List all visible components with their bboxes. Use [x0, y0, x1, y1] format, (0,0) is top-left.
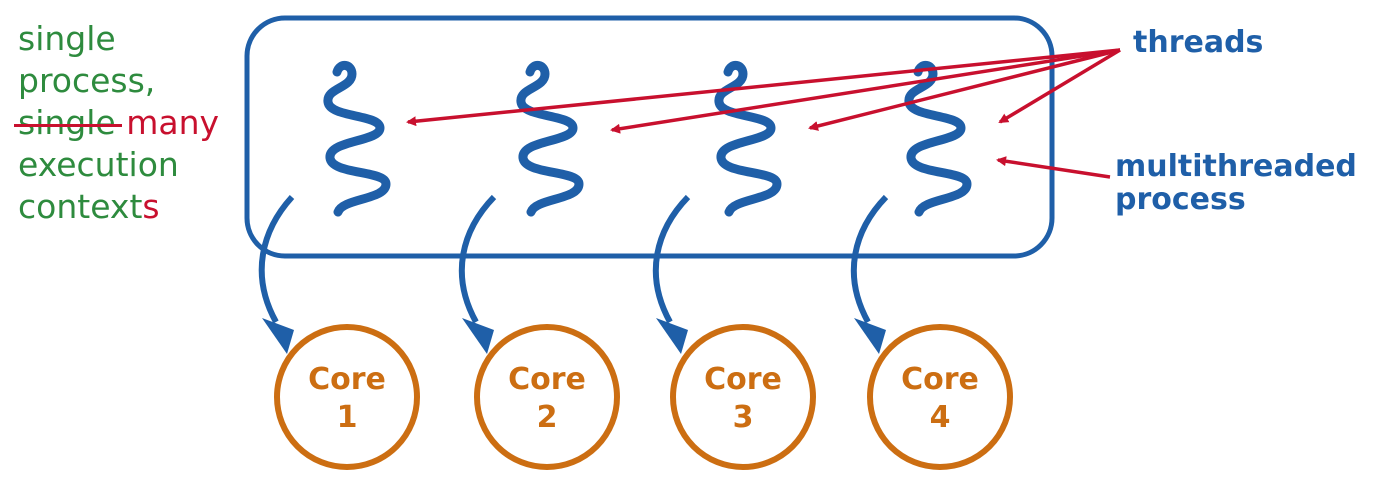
core-arrow-3: [652, 194, 691, 324]
core-3-circle: [670, 324, 816, 470]
threads-label: threads: [1133, 25, 1264, 60]
note-line-5-suffix: s: [142, 187, 160, 226]
threads-arrow-3: [808, 48, 1121, 131]
multithreaded-label-line-2: process: [1115, 182, 1246, 217]
replacement-word: many: [126, 103, 220, 142]
thread-squiggle-3: [714, 61, 782, 217]
threads-arrow-1: [406, 48, 1121, 127]
core-arrows: [258, 194, 889, 354]
core-arrow-4: [850, 194, 889, 324]
core-arrow-2: [458, 194, 497, 324]
note-line-5-main: context: [18, 187, 143, 226]
note-line-5: contexts: [18, 186, 219, 228]
core-4-circle: [867, 324, 1013, 470]
struck-word: single: [18, 103, 116, 142]
core-2-circle: [474, 324, 620, 470]
core-1-name: Core: [308, 362, 386, 397]
multithreaded-arrow: [996, 156, 1111, 179]
multithreaded-process-label: multithreaded process: [1115, 150, 1357, 216]
core-arrow-1-head: [262, 318, 294, 354]
core-3: Core 3: [670, 324, 816, 470]
core-arrow-3-head: [656, 318, 688, 354]
process-box: [244, 15, 1055, 259]
threads-arrow-4: [998, 48, 1121, 124]
annotation-note: single process, single many execution co…: [18, 18, 219, 228]
core-4: Core 4: [867, 324, 1013, 470]
multithreaded-label-line-1: multithreaded: [1115, 149, 1357, 184]
core-3-number: 3: [733, 400, 754, 435]
thread-squiggle-1: [323, 61, 391, 217]
note-line-4: execution: [18, 145, 179, 184]
thread-squiggle-4: [904, 61, 972, 217]
core-2-name: Core: [508, 362, 586, 397]
thread-squiggle-2: [516, 61, 584, 217]
core-arrow-1: [258, 194, 295, 324]
note-line-1: single: [18, 19, 116, 58]
note-line-3: single many: [18, 102, 219, 144]
core-2: Core 2: [474, 324, 620, 470]
note-line-2: process,: [18, 61, 156, 100]
core-2-number: 2: [537, 400, 558, 435]
core-1-number: 1: [337, 400, 358, 435]
threads-arrow-2: [610, 48, 1121, 134]
core-arrow-4-head: [854, 318, 886, 354]
core-1: Core 1: [274, 324, 420, 470]
core-1-circle: [274, 324, 420, 470]
core-4-name: Core: [901, 362, 979, 397]
core-4-number: 4: [930, 400, 951, 435]
core-arrow-2-head: [462, 318, 494, 354]
core-3-name: Core: [704, 362, 782, 397]
